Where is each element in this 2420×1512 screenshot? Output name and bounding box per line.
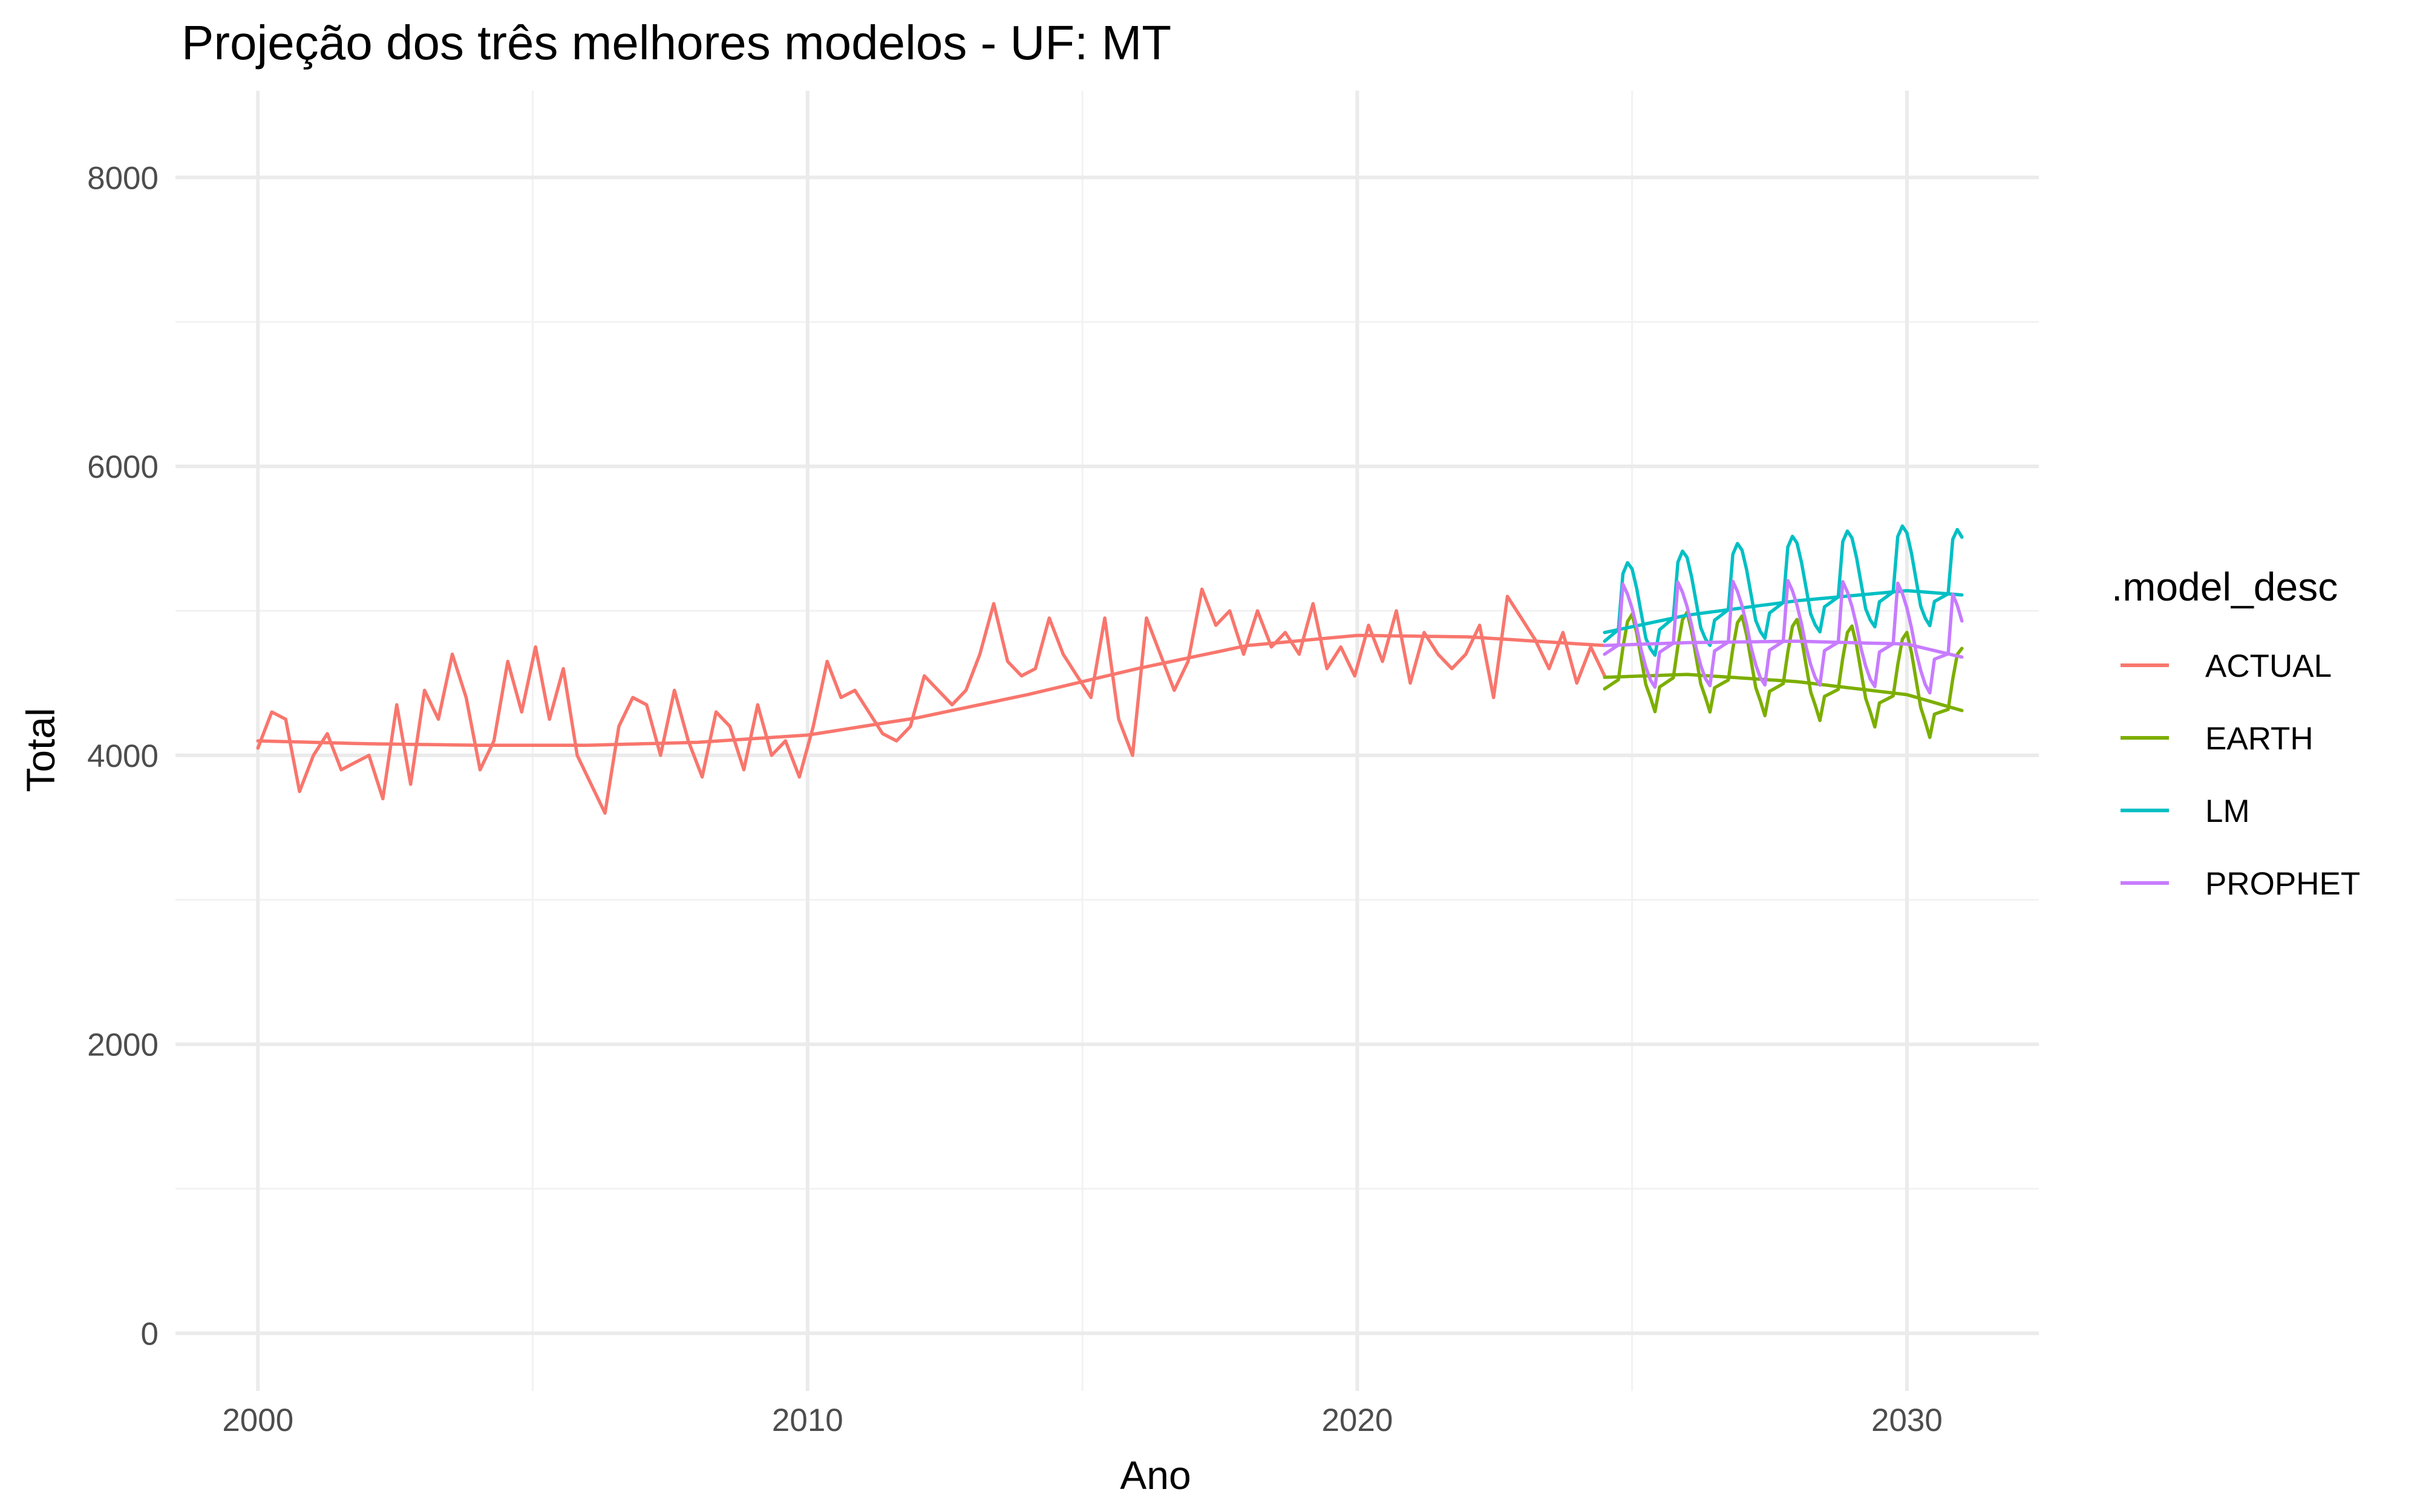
y-axis-title: Total: [18, 708, 63, 792]
legend-label: EARTH: [2205, 721, 2314, 757]
series-line-earth: [1603, 610, 1964, 739]
y-tick-label: 4000: [87, 738, 159, 774]
x-tick-label: 2000: [222, 1403, 293, 1438]
x-axis-title: Ano: [1120, 1453, 1191, 1497]
y-tick-label: 6000: [87, 449, 159, 485]
x-tick-label: 2020: [1321, 1403, 1393, 1438]
legend: .model_desc ACTUAL EARTH LM PROPHET: [2111, 564, 2360, 902]
legend-label: LM: [2205, 793, 2250, 829]
trend-line-earth: [1603, 673, 1964, 712]
legend-title: .model_desc: [2111, 564, 2338, 609]
legend-items: ACTUAL EARTH LM PROPHET: [2121, 648, 2360, 902]
x-tick-label: 2030: [1871, 1403, 1943, 1438]
legend-item-actual: ACTUAL: [2121, 648, 2332, 684]
y-axis-ticks: 0 2000 4000 6000 8000: [87, 160, 159, 1352]
y-tick-label: 8000: [87, 160, 159, 196]
series-line-actual: [256, 587, 1606, 815]
legend-item-earth: EARTH: [2121, 721, 2314, 757]
legend-item-lm: LM: [2121, 793, 2250, 829]
y-tick-label: 0: [141, 1316, 159, 1352]
series-layer: [256, 524, 1964, 815]
trend-line-actual: [256, 633, 1606, 747]
legend-label: ACTUAL: [2205, 648, 2332, 684]
legend-label: PROPHET: [2205, 866, 2360, 902]
plot-grid: [175, 91, 2039, 1391]
y-tick-label: 2000: [87, 1028, 159, 1063]
chart-title: Projeção dos três melhores modelos - UF:…: [182, 16, 1171, 70]
legend-item-prophet: PROPHET: [2121, 866, 2360, 902]
trend-line-prophet: [1603, 639, 1964, 659]
x-tick-label: 2010: [772, 1403, 843, 1438]
x-axis-ticks: 2000 2010 2020 2030: [222, 1403, 1943, 1438]
